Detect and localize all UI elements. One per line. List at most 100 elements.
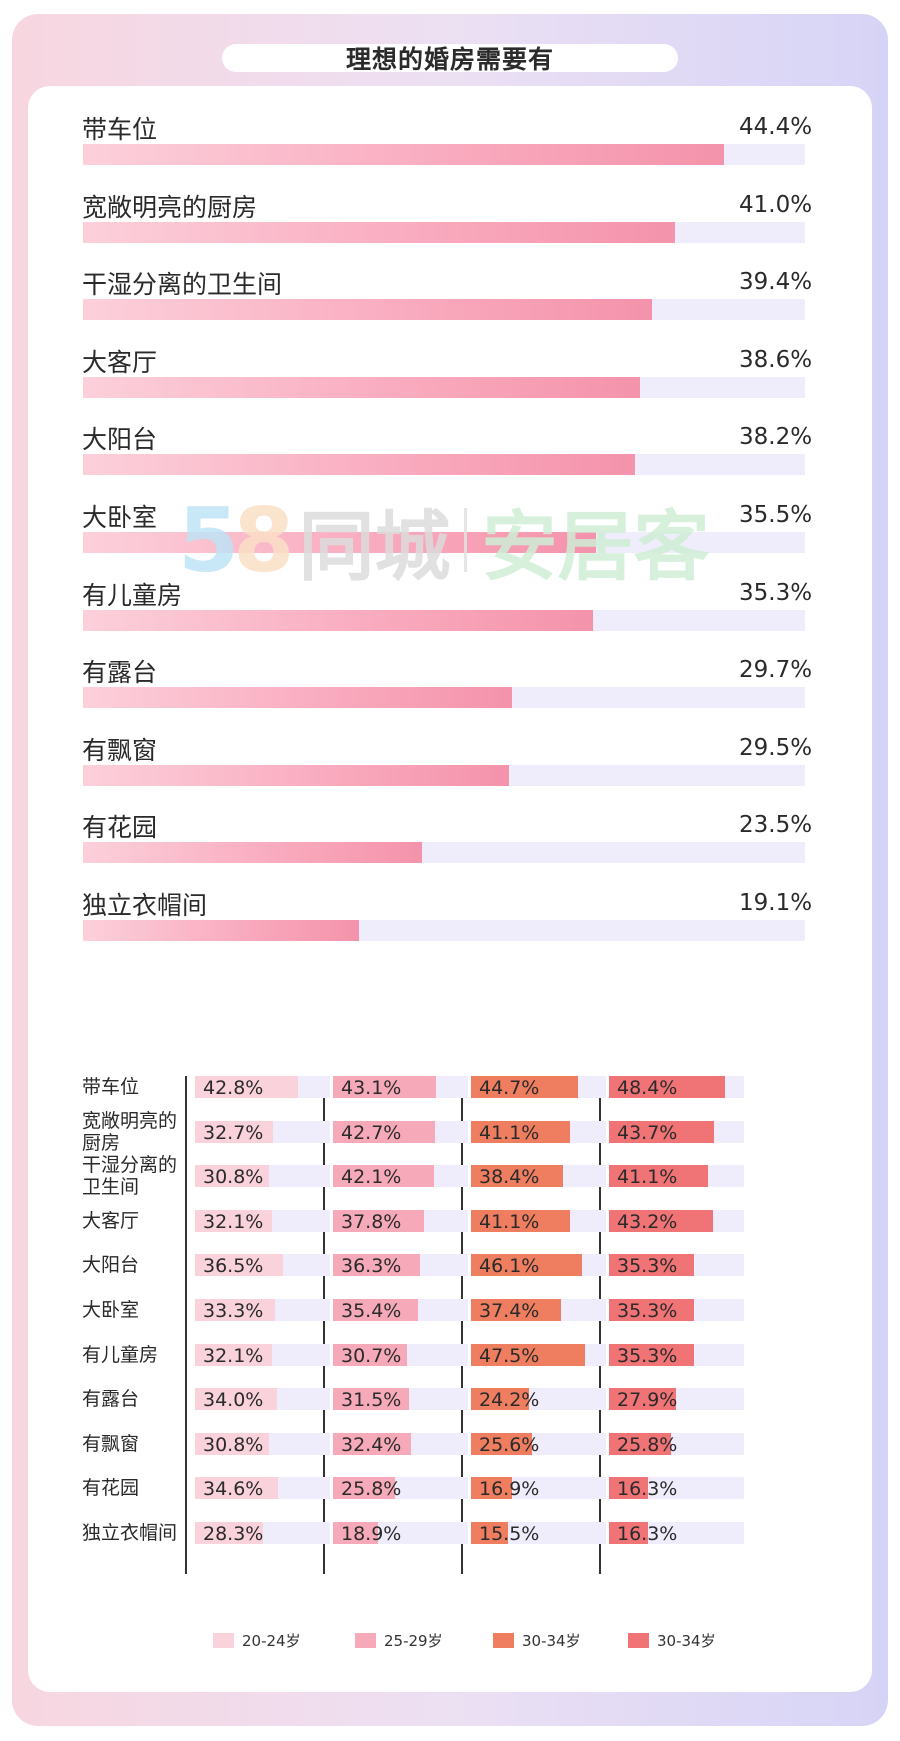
age-value-label: 34.6% [203,1478,264,1501]
overall-value-label: 23.5% [739,812,813,839]
age-bar-track: 46.1% [471,1254,606,1278]
age-category-label-line: 带车位 [82,1076,140,1098]
age-category-label-line: 干湿分离的 [82,1154,178,1177]
overall-value-label: 38.2% [739,424,813,451]
age-bar [195,1076,298,1098]
overall-bar-track [83,454,805,476]
age-column-separator [599,1076,601,1574]
age-category-label: 有露台 [82,1388,202,1410]
age-value-label: 16.9% [479,1478,540,1501]
age-category-label: 大阳台 [82,1254,202,1276]
age-bar [609,1120,714,1143]
age-bar [471,1388,530,1411]
age-value-label: 34.0% [203,1389,264,1412]
age-bar [609,1343,694,1366]
age-value-label: 43.7% [617,1121,678,1144]
chart-legend: 20-24岁 25-29岁 30-34岁 30-34岁 [28,1630,872,1654]
age-bar-track: 32.4% [333,1432,468,1456]
overall-row: 宽敞明亮的厨房 41.0% [28,188,872,274]
age-bar-track: 34.6% [195,1477,330,1501]
age-bar [195,1432,269,1455]
age-bar [609,1076,726,1098]
age-bar-track: 48.4% [609,1076,744,1099]
age-value-label: 38.4% [479,1166,540,1189]
age-bar-track: 35.3% [609,1299,744,1322]
age-value-label: 42.1% [341,1166,402,1189]
overall-bar [83,609,593,631]
age-category-label: 有儿童房 [82,1344,202,1366]
age-bar [195,1165,269,1188]
age-bar-track: 31.5% [333,1388,468,1412]
overall-bar [83,687,512,709]
age-bar [333,1209,424,1232]
overall-value-label: 29.5% [739,734,813,761]
overall-row: 大客厅 38.6% [28,343,872,429]
age-bar-track: 37.4% [471,1299,606,1322]
overall-bar-track [83,842,805,864]
age-bar-track: 33.3% [195,1299,330,1322]
legend-label: 25-29岁 [384,1632,443,1650]
age-category-label-line: 独立衣帽间 [82,1522,178,1544]
age-bar [609,1388,676,1411]
age-bar-track: 24.2% [471,1388,606,1411]
age-column-separator [185,1076,187,1574]
age-bar [333,1299,418,1321]
overall-row: 干湿分离的卫生间 39.4% [28,265,872,351]
overall-category-label: 有儿童房 [82,580,183,610]
overall-category-label: 大卧室 [82,503,158,532]
age-bar [333,1388,409,1411]
age-bar-track: 42.8% [195,1076,330,1099]
age-category-label-line: 宽敞明亮的 [82,1109,178,1132]
age-value-label: 47.5% [479,1344,540,1367]
age-category-label: 有飘窗 [82,1433,202,1455]
age-bar [195,1343,273,1366]
age-bar-track: 27.9% [609,1388,744,1411]
age-value-label: 18.9% [341,1523,402,1545]
age-bar-track: 32.7% [195,1120,330,1144]
age-bar-track: 32.1% [195,1343,330,1367]
age-value-label: 25.6% [479,1433,540,1456]
age-category-label: 大卧室 [82,1299,202,1321]
overall-value-label: 41.0% [739,191,813,218]
legend-swatch [355,1633,376,1648]
age-value-label: 31.5% [341,1389,402,1412]
overall-bar [83,144,725,165]
overall-bar [83,221,676,243]
age-bar-track: 16.3% [609,1477,744,1500]
overall-value-label: 35.3% [739,579,813,606]
age-value-label: 36.5% [203,1255,264,1278]
age-category-label-line: 有儿童房 [82,1343,159,1366]
overall-bar-track [83,687,805,709]
age-bar [471,1522,509,1544]
overall-category-label: 大阳台 [82,425,158,455]
overall-category-label: 带车位 [82,115,158,144]
age-value-label: 48.4% [617,1077,678,1099]
overall-category-label: 有飘窗 [82,735,158,765]
overall-bar-track [83,609,805,631]
age-bar-track: 30.8% [195,1432,330,1456]
age-value-label: 33.3% [203,1300,264,1322]
age-bar [333,1522,379,1544]
age-value-label: 36.3% [341,1255,402,1278]
age-bar-track: 16.3% [609,1522,744,1545]
age-value-label: 43.1% [341,1077,402,1099]
age-category-label: 带车位 [82,1076,202,1098]
age-bar [195,1522,263,1544]
age-value-label: 46.1% [479,1255,540,1278]
age-bar-track: 44.7% [471,1076,606,1099]
age-bar-track: 36.5% [195,1254,330,1278]
age-bar [609,1299,694,1321]
age-value-label: 32.1% [203,1344,264,1367]
age-bar-track: 47.5% [471,1343,606,1367]
overall-bar [83,376,641,398]
age-value-label: 42.8% [203,1077,264,1099]
age-category-label-line: 大客厅 [82,1209,140,1232]
title-banner: 理想的婚房需要有 [222,44,678,74]
legend-item: 20-24岁 [213,1630,301,1651]
overall-value-label: 38.6% [739,346,813,373]
age-bar [609,1209,713,1232]
age-bar-track: 43.1% [333,1076,468,1099]
age-bar-track: 30.7% [333,1343,468,1367]
overall-bar-track [83,299,805,321]
overall-row: 大阳台 38.2% [28,420,872,506]
